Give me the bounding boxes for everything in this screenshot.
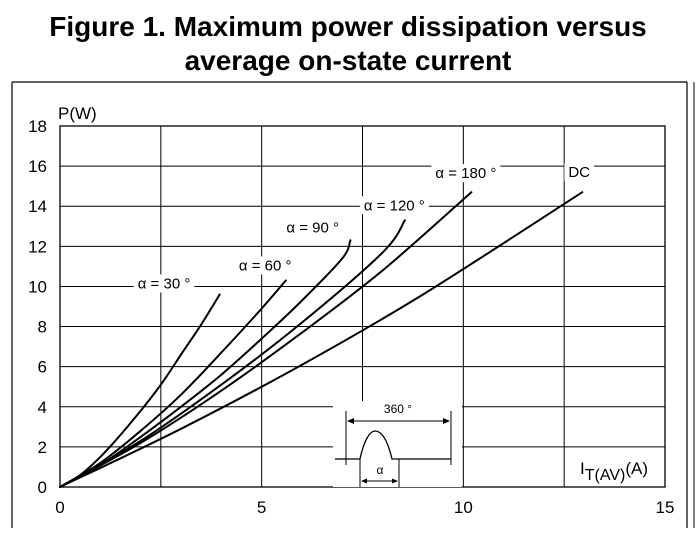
series-label-text: α = 90 ° bbox=[286, 219, 339, 236]
inset-period-label: 360 ° bbox=[384, 402, 412, 416]
x-tick-label: 10 bbox=[454, 498, 473, 517]
waveform-inset: 360 ° α bbox=[333, 401, 462, 487]
inset-half-sine bbox=[346, 430, 451, 460]
series-label-5: DC bbox=[564, 163, 594, 182]
series-label-bg bbox=[431, 164, 501, 183]
series-label-bg bbox=[564, 163, 594, 182]
series-label-text: α = 60 ° bbox=[239, 257, 292, 274]
inset-conduction-arrowhead-left bbox=[361, 478, 367, 484]
x-tick-label: 15 bbox=[656, 498, 675, 517]
series-label-0: α = 30 ° bbox=[133, 274, 195, 293]
series-label-text: α = 30 ° bbox=[138, 275, 191, 292]
y-tick-label: 4 bbox=[38, 398, 47, 417]
series-label-bg bbox=[359, 196, 429, 215]
series-line-0 bbox=[59, 293, 221, 488]
x-axis-label-sub: T(AV) bbox=[585, 467, 626, 484]
series-label-text: α = 120 ° bbox=[364, 197, 425, 214]
x-tick-labels: 0 5 10 15 bbox=[55, 498, 674, 517]
y-tick-label: 18 bbox=[28, 117, 47, 136]
series-labels: α = 30 ° α = 60 ° α = 90 ° α = 120 ° α = 180… bbox=[133, 163, 594, 293]
inset-period-arrowhead-left bbox=[347, 418, 354, 424]
figure-title: Figure 1. Maximum power dissipation vers… bbox=[0, 10, 696, 78]
series-curves bbox=[59, 191, 584, 488]
y-tick-label: 2 bbox=[38, 438, 47, 457]
series-line-1 bbox=[59, 279, 287, 488]
x-axis-label-main: I bbox=[580, 459, 585, 478]
figure-title-line-2: average on-state current bbox=[184, 45, 512, 76]
x-axis-label: IT(AV)(A) bbox=[580, 459, 648, 484]
series-label-bg bbox=[234, 256, 296, 275]
series-label-bg bbox=[133, 274, 195, 293]
inset-conduction-label: α bbox=[377, 463, 384, 477]
series-label-bg bbox=[282, 218, 344, 237]
y-tick-label: 6 bbox=[38, 358, 47, 377]
y-tick-label: 10 bbox=[28, 277, 47, 296]
inset-background bbox=[333, 401, 462, 487]
series-line-2 bbox=[59, 239, 352, 488]
series-line-5 bbox=[59, 191, 584, 488]
inset-conduction-arrowhead-right bbox=[392, 478, 398, 484]
series-line-4 bbox=[59, 191, 473, 488]
x-tick-label: 5 bbox=[257, 498, 266, 517]
y-tick-label: 0 bbox=[38, 478, 47, 497]
series-label-text: DC bbox=[568, 164, 590, 181]
x-axis-label-unit: (A) bbox=[625, 459, 648, 478]
y-tick-label: 8 bbox=[38, 318, 47, 337]
inset-period-arrowhead-right bbox=[443, 418, 450, 424]
series-label-3: α = 120 ° bbox=[359, 196, 429, 215]
y-tick-labels: 0 2 4 6 8 10 12 14 16 18 bbox=[28, 117, 47, 497]
series-label-text: α = 180 ° bbox=[435, 165, 496, 182]
y-axis-label: P(W) bbox=[58, 104, 97, 123]
figure-title-line-1: Figure 1. Maximum power dissipation vers… bbox=[49, 11, 647, 42]
y-tick-label: 16 bbox=[28, 157, 47, 176]
y-tick-label: 14 bbox=[28, 197, 47, 216]
x-tick-label: 0 bbox=[55, 498, 64, 517]
series-line-3 bbox=[59, 219, 406, 488]
series-label-1: α = 60 ° bbox=[234, 256, 296, 275]
series-label-2: α = 90 ° bbox=[282, 218, 344, 237]
y-tick-label: 12 bbox=[28, 237, 47, 256]
series-label-4: α = 180 ° bbox=[431, 164, 501, 183]
